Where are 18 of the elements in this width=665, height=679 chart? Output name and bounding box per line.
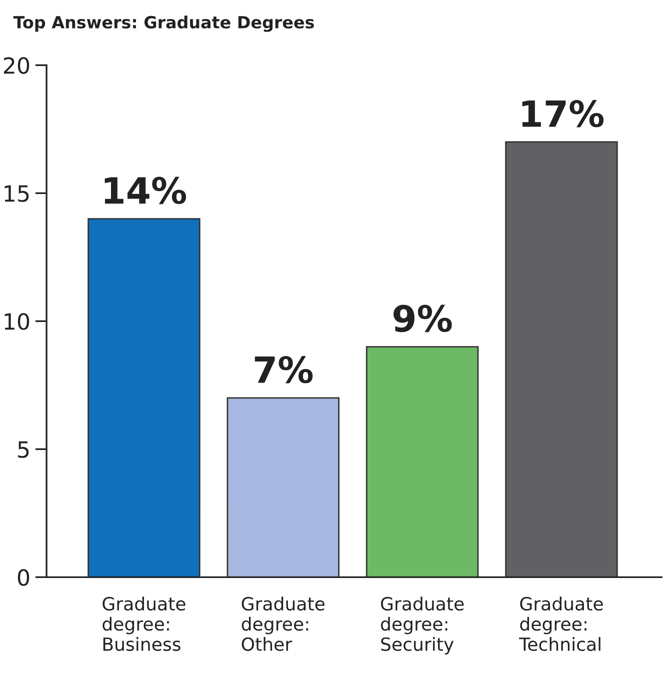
- bar: [226, 397, 340, 578]
- data-label: 17%: [522, 100, 604, 128]
- x-tick-label: Graduate degree: Security: [380, 596, 464, 655]
- y-tick-label: 0: [18, 569, 30, 586]
- chart-title: Top Answers: Graduate Degrees: [13, 16, 314, 32]
- y-tick-label: 5: [18, 441, 29, 458]
- bar: [505, 141, 618, 578]
- y-tick-label: 20: [4, 57, 30, 74]
- data-label: 9%: [394, 304, 452, 332]
- y-tick-label: 15: [4, 185, 29, 202]
- y-tick-label: 10: [4, 313, 30, 330]
- bar: [88, 218, 200, 578]
- data-label: 14%: [104, 176, 186, 204]
- data-label: 7%: [254, 356, 313, 384]
- x-tick-label: Graduate degree: Other: [242, 596, 324, 652]
- x-tick-label: Graduate degree: Business: [102, 596, 186, 652]
- bar: [366, 346, 479, 578]
- x-tick-label: Graduate degree: Technical: [519, 596, 603, 652]
